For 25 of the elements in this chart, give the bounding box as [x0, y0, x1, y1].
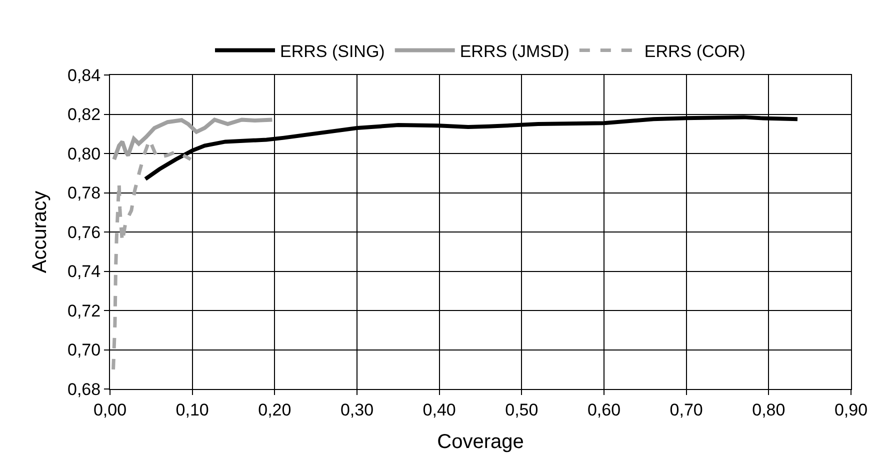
legend-label: ERRS (COR): [644, 42, 746, 61]
y-tick-label: 0,76: [68, 222, 101, 242]
x-tick-label: 0,50: [505, 400, 538, 420]
line-series: [112, 118, 274, 162]
x-tick-label: 0,20: [258, 400, 292, 420]
y-tick-label: 0,68: [68, 380, 101, 399]
x-tick-label: 0,90: [834, 400, 868, 420]
x-tick-label: 0,10: [176, 400, 209, 420]
y-tick-label: 0,74: [68, 262, 101, 282]
y-tick-label: 0,70: [68, 340, 101, 360]
y-tick-label: 0,84: [68, 66, 101, 85]
y-axis-title: Accuracy: [29, 190, 52, 274]
x-axis-title: Coverage: [437, 430, 524, 453]
x-tick-label: 0,00: [93, 400, 127, 420]
y-tick-label: 0,78: [68, 184, 101, 203]
legend-label: ERRS (JMSD): [460, 42, 570, 61]
y-tick-label: 0,80: [68, 144, 101, 164]
x-tick-label: 0,70: [670, 400, 703, 420]
x-tick-label: 0,80: [752, 400, 786, 420]
x-tick-label: 0,60: [587, 400, 621, 420]
x-tick-label: 0,40: [422, 400, 456, 420]
legend-label: ERRS (SING): [280, 42, 385, 61]
x-tick-label: 0,30: [340, 400, 374, 420]
y-tick-label: 0,72: [68, 301, 101, 320]
y-tick-label: 0,82: [68, 105, 101, 124]
